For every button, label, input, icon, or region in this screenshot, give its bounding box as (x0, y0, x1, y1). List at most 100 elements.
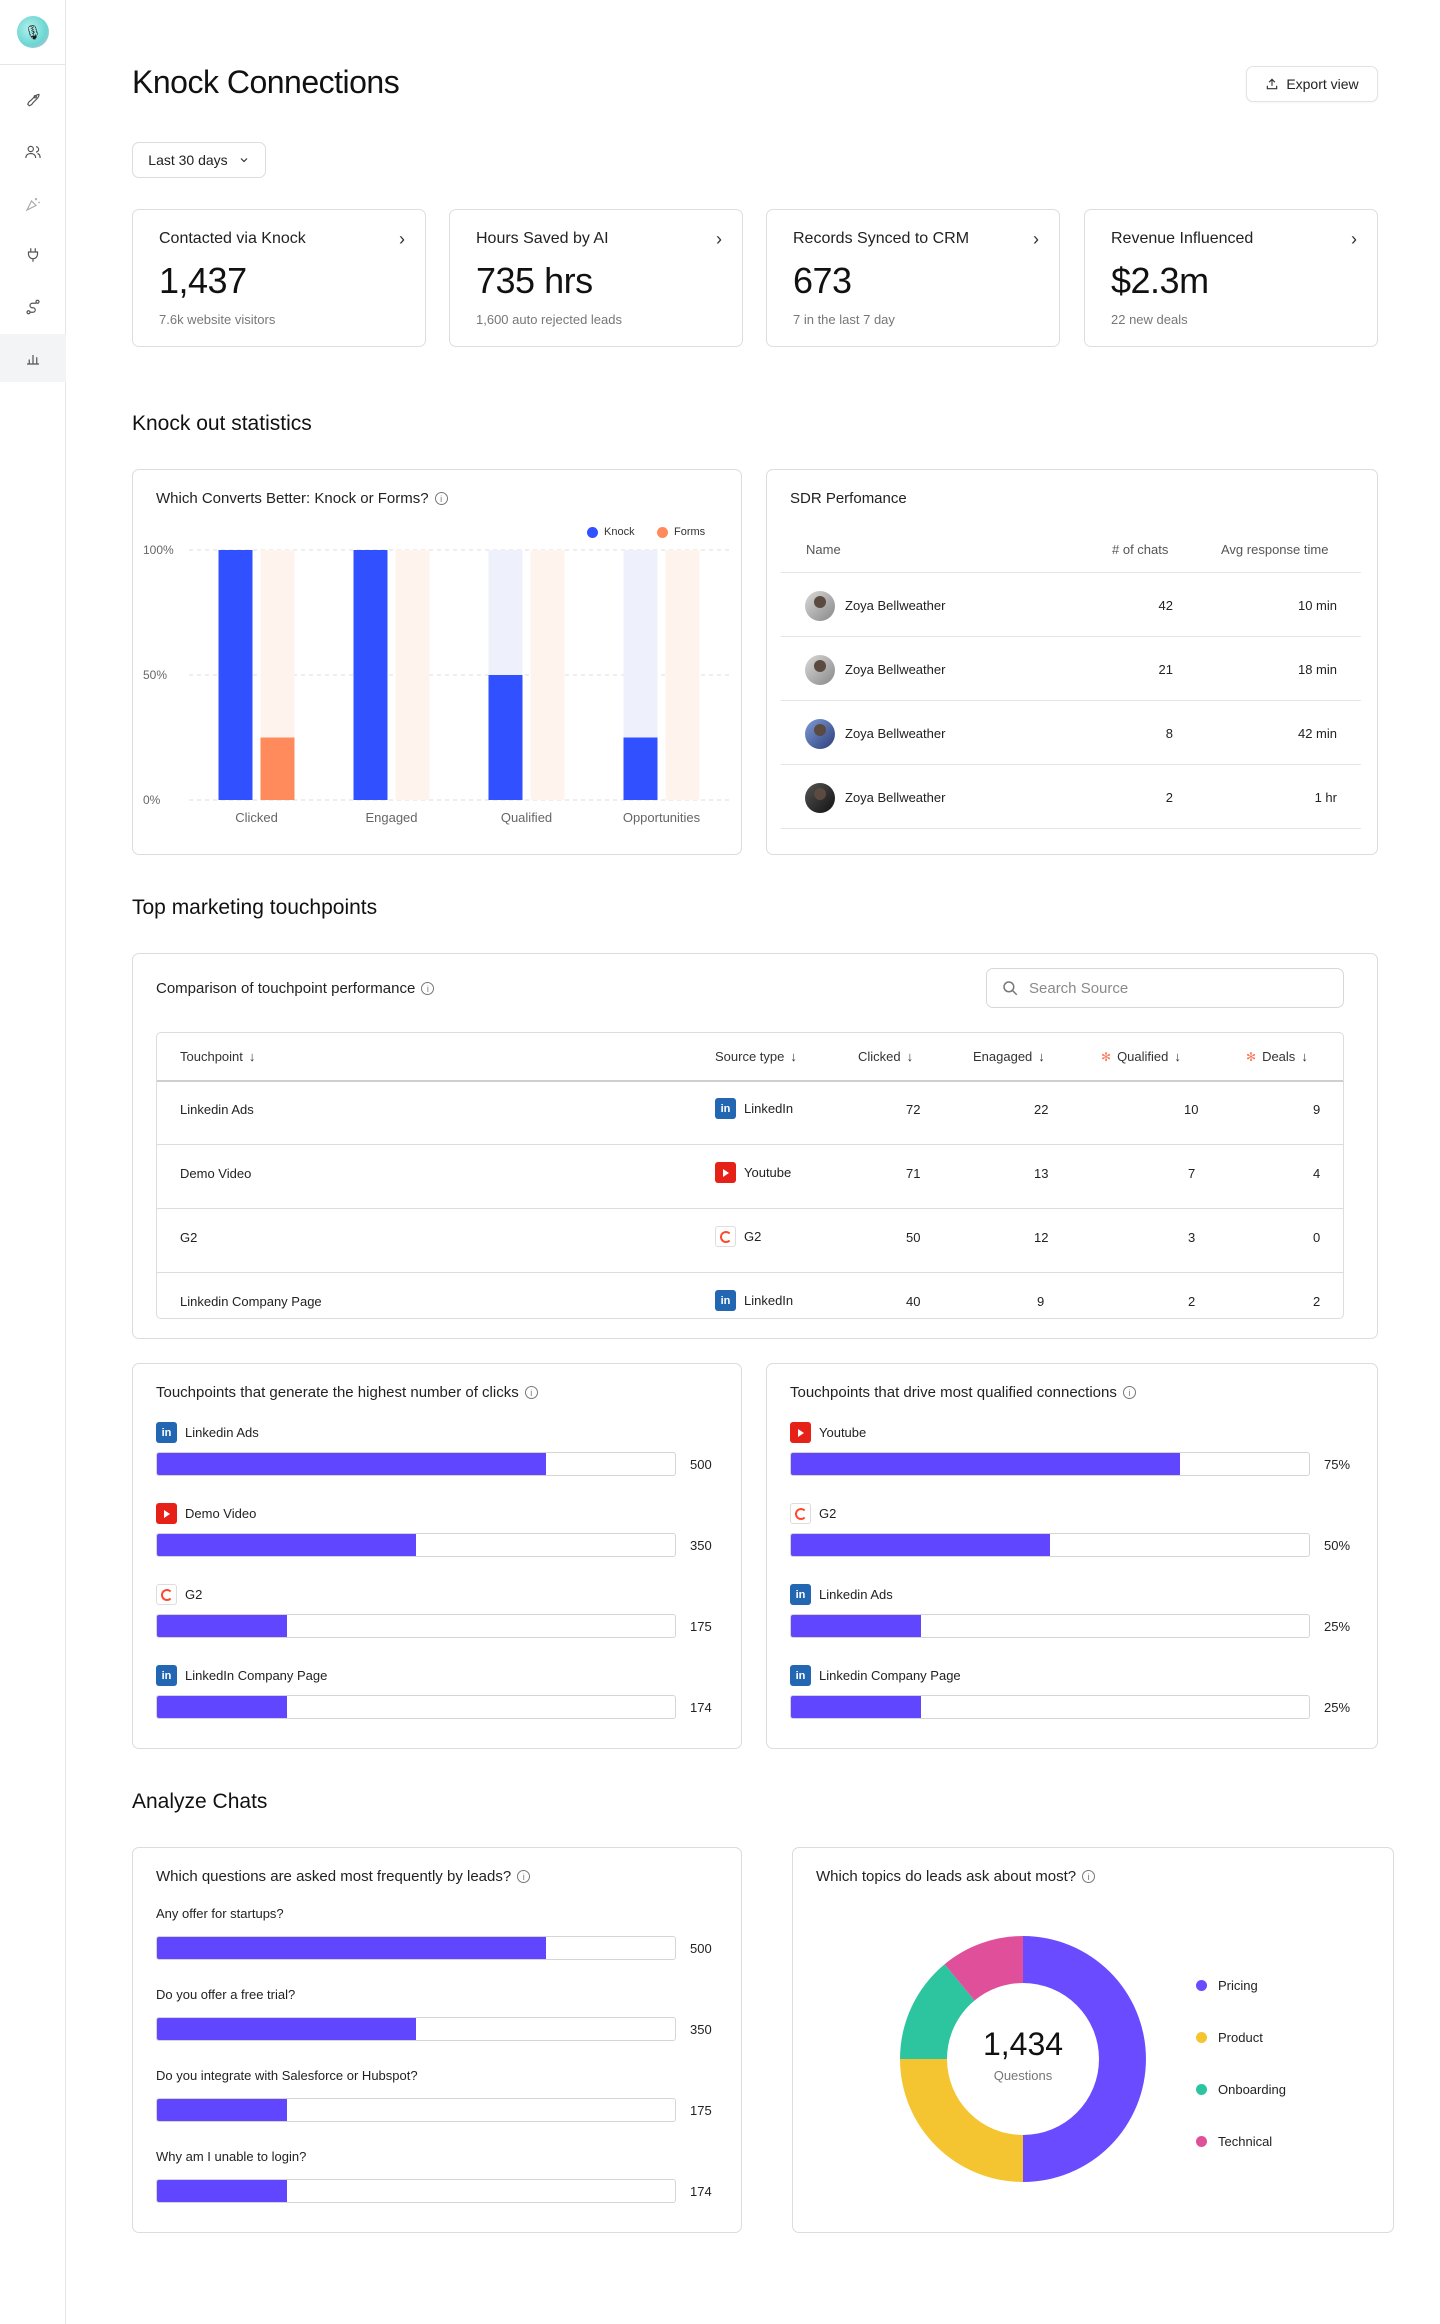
bar-fill[interactable] (157, 1696, 287, 1718)
bar-label: G2 (790, 1503, 836, 1524)
legend-onboarding: Onboarding (1196, 2082, 1286, 2097)
y-tick-label: 0% (143, 793, 161, 807)
sdr-title: SDR Perfomance (790, 490, 907, 507)
legend-knock: Knock (587, 526, 635, 538)
qualified-value: 7 (1188, 1166, 1196, 1181)
section-title-analyze: Analyze Chats (132, 1790, 268, 1813)
y-tick-label: 50% (143, 668, 167, 682)
donut-slice-technical[interactable] (944, 1936, 1023, 2001)
chart-icon (27, 355, 39, 365)
bar-value: 500 (690, 1941, 712, 1956)
touchpoint-name: G2 (180, 1230, 198, 1245)
knock-bar[interactable] (218, 550, 253, 800)
convert-chart-title: Which Converts Better: Knock or Forms? (156, 490, 429, 507)
col-header-source[interactable]: Source type ↓ (715, 1033, 797, 1080)
plug-icon (27, 248, 39, 262)
info-icon[interactable]: i (517, 1870, 531, 1883)
forms-bar[interactable] (260, 737, 295, 801)
search-input[interactable] (1029, 979, 1329, 997)
info-icon[interactable]: i (1122, 1386, 1136, 1399)
col-header-touchpoint[interactable]: Touchpoint ↓ (180, 1033, 255, 1080)
stat-subtext: 7.6k website visitors (159, 312, 276, 327)
touchpoint-name: Demo Video (180, 1166, 252, 1181)
col-label: Deals (1262, 1049, 1296, 1064)
info-icon[interactable]: i (1082, 1870, 1096, 1883)
clicked-value: 71 (906, 1166, 921, 1181)
bar-fill[interactable] (791, 1453, 1180, 1475)
sidebar-item-sparkles[interactable] (0, 180, 66, 228)
sidebar-item-route[interactable] (0, 283, 66, 331)
sidebar-item-users[interactable] (0, 128, 66, 176)
date-range-select[interactable]: Last 30 days (132, 142, 266, 178)
legend-forms: Forms (657, 526, 705, 538)
sdr-time: 18 min (1297, 662, 1337, 677)
chevron-down-icon (240, 158, 248, 163)
arrow-down-icon: ↓ (790, 1049, 797, 1064)
stat-card-hours-saved[interactable]: Hours Saved by AI › 735 hrs 1,600 auto r… (449, 209, 743, 347)
questions-panel-title: Which questions are asked most frequentl… (156, 1868, 512, 1885)
bar-fill[interactable] (791, 1534, 1050, 1556)
avatar-logo[interactable]: 🎙 (17, 16, 49, 48)
stat-card-records-synced[interactable]: Records Synced to CRM › 673 7 in the las… (766, 209, 1060, 347)
sdr-name: Zoya Bellweather (845, 790, 946, 805)
panel-title: Touchpoints that generate the highest nu… (156, 1384, 538, 1401)
x-tick-label: Opportunities (623, 810, 701, 825)
info-icon[interactable]: i (524, 1386, 538, 1399)
bar-fill[interactable] (157, 2018, 416, 2040)
youtube-icon (156, 1503, 177, 1524)
donut-slice-onboarding[interactable] (900, 1964, 975, 2059)
bar-fill[interactable] (157, 2099, 287, 2121)
sdr-row-divider (781, 700, 1361, 701)
sdr-name: Zoya Bellweather (845, 662, 946, 677)
bar-fill[interactable] (791, 1696, 921, 1718)
bar-fill[interactable] (157, 1615, 287, 1637)
bar-fill[interactable] (791, 1615, 921, 1637)
x-tick-label: Qualified (501, 810, 552, 825)
sdr-name: Zoya Bellweather (845, 726, 946, 741)
knock-bar[interactable] (353, 550, 388, 800)
sdr-row: Zoya Bellweather 8 42 min (781, 701, 1361, 765)
bar-fill[interactable] (157, 1534, 416, 1556)
sidebar-item-plug[interactable] (0, 231, 66, 279)
sidebar: 🎙 (0, 0, 66, 2324)
info-icon[interactable]: i (421, 982, 435, 995)
export-view-button[interactable]: Export view (1246, 66, 1378, 102)
bar-track (156, 1614, 676, 1638)
bar-fill[interactable] (157, 2180, 287, 2202)
col-header-clicked[interactable]: Clicked ↓ (858, 1033, 913, 1080)
donut-slice-product[interactable] (900, 2059, 1023, 2182)
linkedin-icon: in (156, 1665, 177, 1686)
stat-label: Contacted via Knock (159, 230, 306, 247)
bar-label-text: Why am I unable to login? (156, 2149, 307, 2164)
knock-bar[interactable] (488, 675, 523, 800)
stat-subtext: 1,600 auto rejected leads (476, 312, 622, 327)
sparkles-icon (25, 198, 40, 212)
chevron-right-icon: › (399, 229, 405, 249)
legend-label: Product (1218, 2030, 1263, 2045)
stat-card-revenue[interactable]: Revenue Influenced › $2.3m 22 new deals (1084, 209, 1378, 347)
avatar (805, 719, 835, 749)
bar-fill[interactable] (157, 1453, 546, 1475)
sdr-time: 1 hr (1314, 790, 1337, 805)
sidebar-item-rocket[interactable] (0, 75, 66, 123)
sdr-row-divider (781, 764, 1361, 765)
date-range-label: Last 30 days (148, 152, 228, 168)
col-header-engaged[interactable]: Enagaged ↓ (973, 1033, 1045, 1080)
g2-icon (790, 1503, 811, 1524)
bar-fill[interactable] (157, 1937, 546, 1959)
col-header-qualified[interactable]: ✻ Qualified ↓ (1101, 1033, 1181, 1080)
stat-card-contacted[interactable]: Contacted via Knock › 1,437 7.6k website… (132, 209, 426, 347)
bar-track (156, 2179, 676, 2203)
panel-title: Comparison of touchpoint performance i (156, 980, 435, 997)
col-label: Clicked (858, 1049, 901, 1064)
donut-slice-pricing[interactable] (1023, 1936, 1146, 2182)
col-header-deals[interactable]: ✻ Deals ↓ (1246, 1033, 1308, 1080)
info-icon[interactable]: i (434, 492, 448, 505)
knock-bar[interactable] (623, 737, 658, 801)
stat-value: 1,437 (159, 260, 247, 301)
qualified-value: 3 (1188, 1230, 1196, 1245)
bar-track (790, 1533, 1310, 1557)
sidebar-item-analytics[interactable] (0, 334, 66, 382)
bar-label: Youtube (790, 1422, 866, 1443)
source-label: LinkedIn (744, 1293, 794, 1308)
